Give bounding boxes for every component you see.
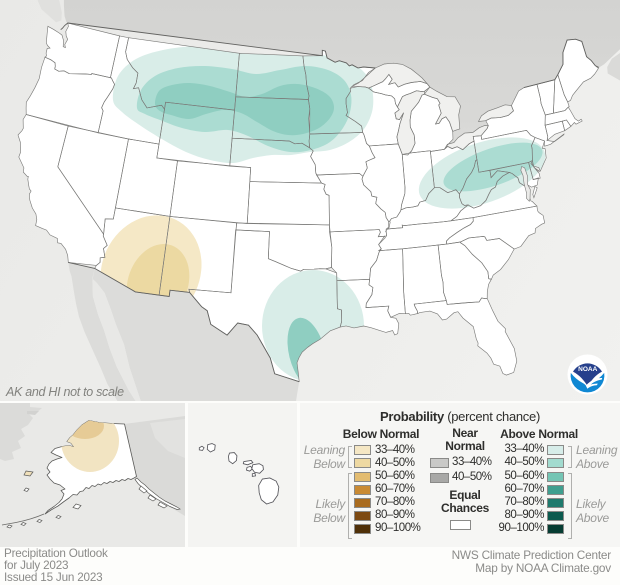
svg-text:NOAA: NOAA [578,366,597,373]
